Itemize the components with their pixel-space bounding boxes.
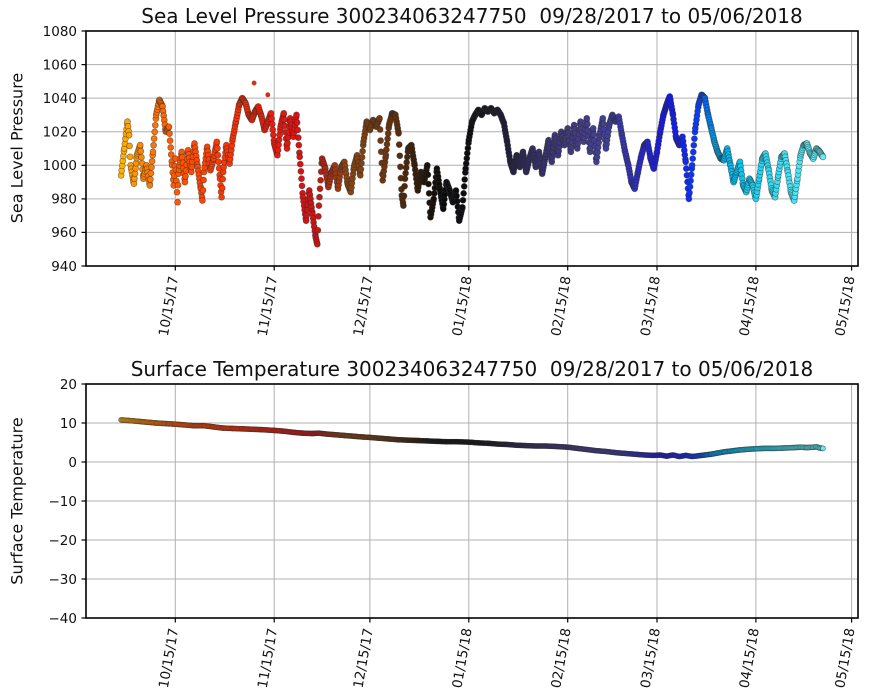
y-tick-label: 0: [68, 455, 77, 471]
y-tick-label: 1020: [43, 125, 77, 141]
grid-lines: [86, 30, 858, 267]
x-tick-label: 01/15/18: [449, 275, 475, 337]
axis-ticks: [81, 30, 853, 271]
y-tick-label: 1040: [43, 91, 77, 107]
y-tick-label: 1000: [43, 158, 77, 174]
x-tick-label: 11/15/17: [255, 275, 281, 337]
x-tick-label: 02/15/18: [548, 275, 574, 337]
sea-level-pressure-series: [117, 91, 827, 248]
y-tick-labels: −40 −30 −20 −10 0 10 20: [49, 377, 78, 627]
x-tick-label: 02/15/18: [548, 627, 574, 689]
x-tick-label: 04/15/18: [737, 275, 763, 337]
y-tick-label: 980: [51, 192, 77, 208]
temperature-chart-title: Surface Temperature 300234063247750 09/2…: [130, 357, 814, 381]
y-tick-label: 1060: [43, 57, 77, 73]
x-tick-label: 05/15/18: [832, 627, 858, 689]
x-tick-labels: 10/15/17 11/15/17 12/15/17 01/15/18 02/15/18…: [156, 275, 859, 337]
y-tick-label: 960: [51, 225, 77, 241]
axis-ticks: [81, 383, 853, 623]
y-tick-labels: 940 960 980 1000 1020 1040 1060 1080: [43, 24, 77, 275]
y-tick-label: −20: [49, 533, 78, 549]
temperature-plot: 10/15/17 11/15/17 12/15/17 01/15/18 02/15/18…: [49, 377, 859, 689]
y-tick-label: −40: [49, 611, 78, 627]
y-tick-label: 940: [51, 259, 77, 275]
sea-level-pressure-outliers: [251, 80, 271, 98]
x-tick-label: 03/15/18: [638, 627, 664, 689]
x-tick-label: 12/15/17: [351, 275, 377, 337]
y-tick-label: −30: [49, 572, 78, 588]
x-tick-label: 12/15/17: [351, 627, 377, 689]
x-tick-label: 05/15/18: [832, 275, 858, 337]
x-tick-label: 11/15/17: [255, 627, 281, 689]
y-tick-label: 20: [60, 377, 77, 393]
pressure-chart-title: Sea Level Pressure 300234063247750 09/28…: [141, 4, 803, 28]
grid-lines: [86, 383, 858, 619]
x-tick-label: 01/15/18: [449, 627, 475, 689]
x-tick-label: 10/15/17: [156, 627, 182, 689]
y-tick-label: 1080: [43, 24, 77, 40]
pressure-plot: 10/15/17 11/15/17 12/15/17 01/15/18 02/15/18…: [43, 24, 859, 337]
x-tick-label: 03/15/18: [638, 275, 664, 337]
y-tick-label: −10: [49, 494, 78, 510]
plot-border: [85, 30, 859, 267]
surface-temperature-series: [118, 417, 826, 460]
x-tick-labels: 10/15/17 11/15/17 12/15/17 01/15/18 02/15/18…: [156, 627, 859, 689]
x-tick-label: 10/15/17: [156, 275, 182, 337]
x-tick-label: 04/15/18: [737, 627, 763, 689]
y-tick-label: 10: [60, 416, 77, 432]
